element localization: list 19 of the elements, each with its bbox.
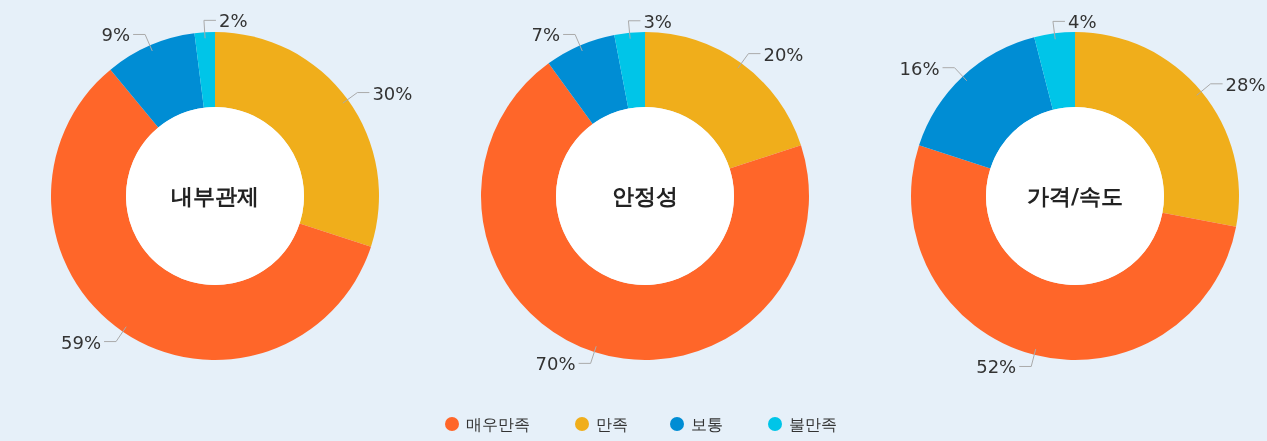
data-label: 70%: [535, 353, 576, 375]
legend-label: 매우만족: [466, 415, 530, 434]
data-label: 7%: [531, 24, 561, 46]
text: 안정성: [612, 184, 678, 209]
legend-label: 불만족: [789, 415, 837, 434]
data-label: 4%: [1067, 11, 1097, 33]
data-label: 20%: [763, 43, 804, 65]
legend-label: 만족: [596, 415, 628, 434]
data-label: 16%: [899, 57, 940, 79]
data-label: 52%: [976, 356, 1017, 378]
text: 가격/속도: [1026, 184, 1124, 209]
text: 내부관제: [171, 184, 259, 209]
data-label: 59%: [61, 331, 102, 353]
data-label: 30%: [372, 82, 413, 104]
data-label: 28%: [1225, 73, 1266, 95]
legend-label: 보통: [691, 415, 723, 434]
data-label: 3%: [643, 10, 672, 32]
data-label: 2%: [218, 10, 248, 32]
data-label: 9%: [101, 24, 131, 46]
